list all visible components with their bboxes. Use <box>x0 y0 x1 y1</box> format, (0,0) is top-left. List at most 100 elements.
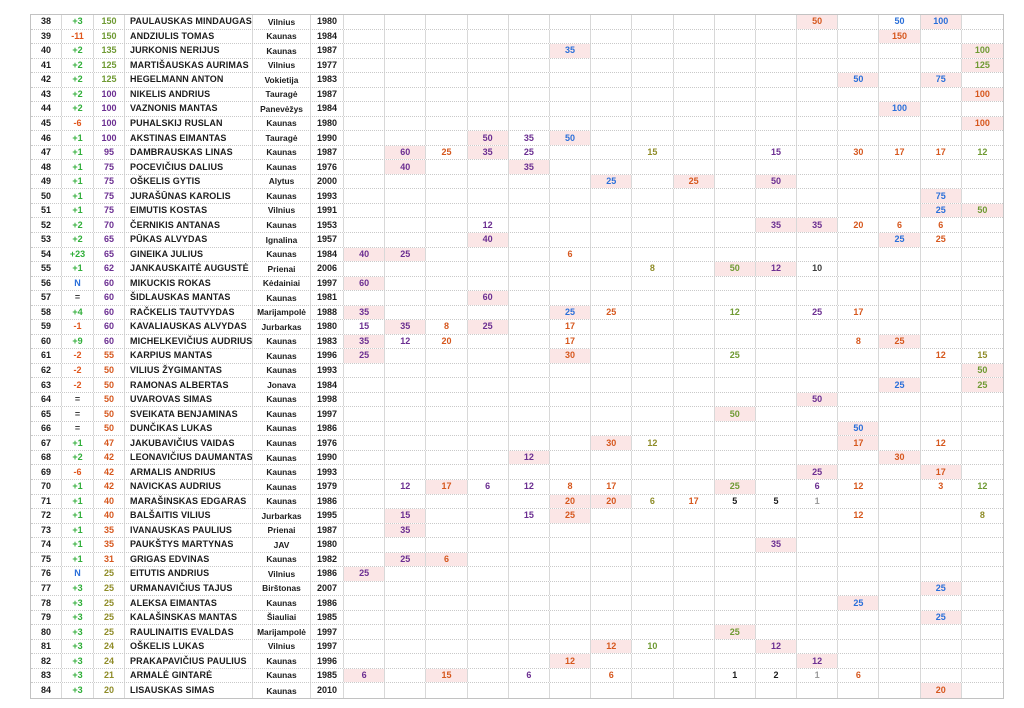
rank-cell: 52 <box>31 218 62 232</box>
score-cell <box>426 538 468 552</box>
city-cell: Vilnius <box>253 58 311 73</box>
score-cell <box>632 291 674 305</box>
score-cell: 15 <box>977 350 988 361</box>
score-cell <box>591 73 633 87</box>
points-cell: 100 <box>94 131 125 145</box>
score-cell <box>962 567 1003 581</box>
change-cell: +3 <box>62 654 94 668</box>
score-cell <box>468 654 509 668</box>
table-row: 76 N 25 EITUTIS ANDRIUS Vilnius 1986 25 <box>31 567 1003 582</box>
score-cell <box>797 639 839 654</box>
score-cell <box>468 203 509 218</box>
score-cell <box>385 378 427 392</box>
score-cell: 25 <box>344 567 386 581</box>
score-cell: 6 <box>797 480 839 494</box>
score-cell: 17 <box>838 436 880 450</box>
score-cell <box>715 276 756 291</box>
score-cell <box>550 87 592 102</box>
score-cell <box>632 610 674 625</box>
rank-cell: 63 <box>31 378 62 392</box>
score-cell: 25 <box>344 349 386 363</box>
table-row: 65 = 50 SVEIKATA BENJAMINAS Kaunas 1997 50 <box>31 407 1003 422</box>
score-cell <box>756 363 798 378</box>
score-cell <box>921 291 962 305</box>
score-cell <box>426 203 468 218</box>
score-cell <box>879 421 921 436</box>
rank-cell: 73 <box>31 523 62 538</box>
score-cell <box>838 581 880 596</box>
score-cell <box>509 494 550 509</box>
score-cell <box>632 683 674 698</box>
score-cell <box>879 247 921 262</box>
score-cell <box>550 203 592 218</box>
score-cell <box>426 218 468 232</box>
score-cell <box>797 116 839 131</box>
score-cell <box>632 363 674 378</box>
city-cell: Kaunas <box>253 552 311 567</box>
score-cell: 25 <box>467 320 509 334</box>
name-cell: LISAUSKAS SIMAS <box>125 683 253 698</box>
score-cell <box>962 15 1003 29</box>
score-cell <box>756 683 798 698</box>
city-cell: Kaunas <box>253 160 311 174</box>
score-cell <box>385 683 427 698</box>
table-row: 82 +3 24 PRAKAPAVIČIUS PAULIUS Kaunas 1996 12 1… <box>31 654 1003 669</box>
score-cell <box>674 436 715 450</box>
score-cell <box>879 73 921 87</box>
score-cell <box>509 203 550 218</box>
score-cell <box>962 654 1003 668</box>
score-cell <box>632 160 674 174</box>
table-row: 74 +1 35 PAUKŠTYS MARTYNAS JAV 1980 35 <box>31 538 1003 553</box>
score-cell <box>674 625 715 639</box>
score-cell <box>344 116 386 131</box>
score-cell <box>674 668 715 683</box>
score-cell <box>468 567 509 581</box>
score-cell <box>550 668 592 683</box>
table-row: 83 +3 21 ARMALĖ GINTARĖ Kaunas 1985 6 15 6 6 1 2 1 6 <box>31 668 1003 684</box>
score-cell <box>509 174 550 189</box>
year-cell: 1997 <box>311 625 344 639</box>
points-cell: 62 <box>94 262 125 276</box>
score-cell <box>756 378 798 392</box>
score-cell <box>715 421 756 436</box>
score-cell: 12 <box>591 639 633 654</box>
score-cell <box>468 29 509 44</box>
score-cell: 17 <box>921 145 962 160</box>
score-cell: 50 <box>714 262 756 276</box>
score-cell <box>632 407 674 421</box>
score-cell <box>385 116 427 131</box>
table-row: 52 +2 70 ČERNIKIS ANTANAS Kaunas 1953 12 35 35 20… <box>31 218 1003 233</box>
table-row: 69 -6 42 ARMALIS ANDRIUS Kaunas 1993 25 17 <box>31 465 1003 481</box>
points-cell: 25 <box>94 596 125 610</box>
score-cell <box>674 305 715 320</box>
points-cell: 50 <box>94 421 125 436</box>
city-cell: Vilnius <box>253 639 311 654</box>
name-cell: ARMALIS ANDRIUS <box>125 465 253 480</box>
score-cell <box>921 44 962 58</box>
points-cell: 70 <box>94 218 125 232</box>
score-cell: 50 <box>879 15 921 29</box>
score-cell <box>879 509 921 523</box>
year-cell: 2007 <box>311 581 344 596</box>
score-cell <box>344 596 386 610</box>
score-cell <box>838 87 880 102</box>
score-cell <box>879 392 921 407</box>
score-cell <box>426 654 468 668</box>
score-cell: 12 <box>468 218 509 232</box>
score-cell <box>838 15 880 29</box>
score-cell <box>385 174 427 189</box>
change-cell: +2 <box>62 232 94 247</box>
city-cell: Jonava <box>253 378 311 392</box>
year-cell: 1984 <box>311 102 344 116</box>
score-cell <box>632 349 674 363</box>
score-cell <box>509 15 550 29</box>
score-cell <box>715 116 756 131</box>
score-cell <box>921 407 962 421</box>
score-cell <box>715 174 756 189</box>
score-cell <box>879 276 921 291</box>
score-cell <box>509 58 550 73</box>
score-cell <box>921 596 962 610</box>
name-cell: PAUKŠTYS MARTYNAS <box>125 538 253 552</box>
city-cell: Kaunas <box>253 44 311 58</box>
name-cell: RAČKELIS TAUTVYDAS <box>125 305 253 320</box>
